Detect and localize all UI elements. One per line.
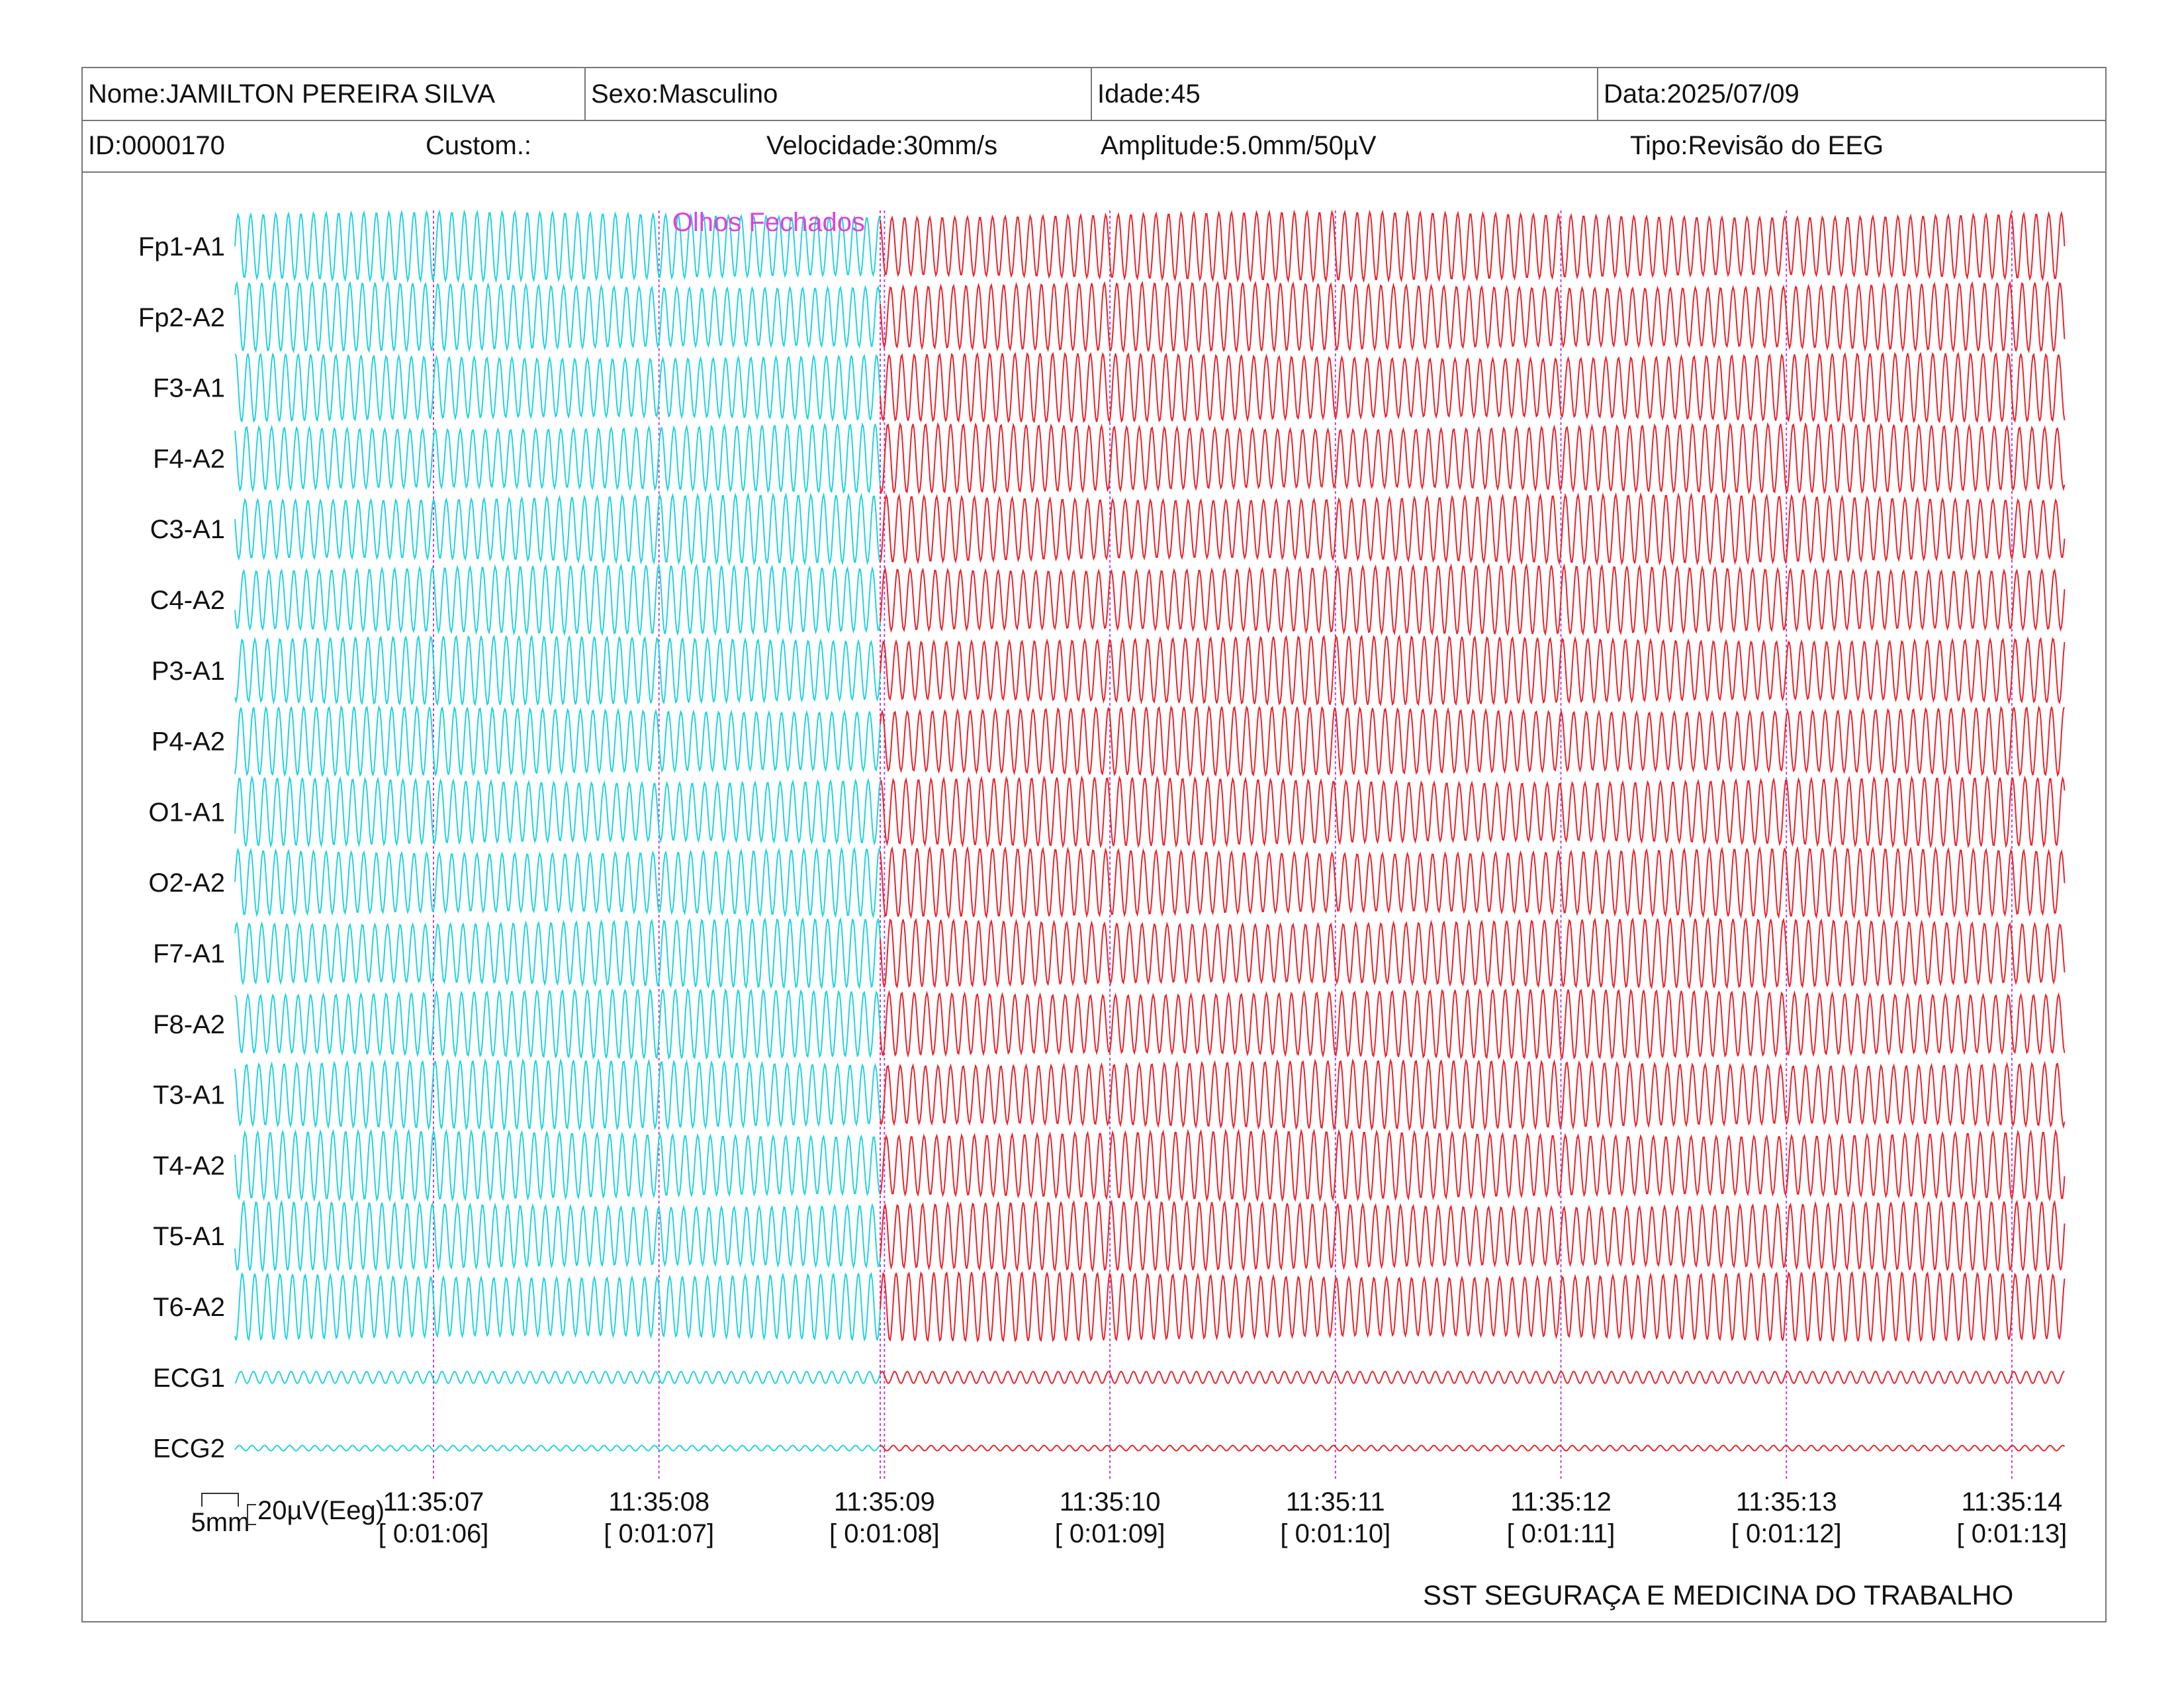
- eeg-trace-pre-event: [234, 352, 881, 424]
- channel-label: P4-A2: [152, 727, 225, 757]
- header-row-exam: ID:0000170 Custom.: Velocidade:30mm/s Am…: [83, 120, 2105, 173]
- eeg-trace-pre-event: [234, 1128, 881, 1203]
- clock-time-label: 11:35:14: [1962, 1487, 2063, 1517]
- eeg-trace-post-event: [880, 422, 2066, 495]
- channel-label: T6-A2: [153, 1293, 225, 1322]
- eeg-trace-post-event: [880, 1128, 2066, 1203]
- amplitude-scale-bracket: [247, 1504, 256, 1525]
- eeg-trace-post-event: [880, 775, 2066, 849]
- channel-label: T5-A1: [153, 1222, 225, 1251]
- eeg-trace-post-event: [880, 1058, 2066, 1131]
- eeg-trace-pre-event: [234, 1058, 881, 1131]
- channel-label: F3-A1: [153, 374, 225, 403]
- channel-label: Fp1-A1: [138, 232, 225, 261]
- channel-label: O1-A1: [148, 798, 225, 827]
- patient-age: Idade:45: [1092, 68, 1598, 120]
- clock-time-label: 11:35:08: [608, 1487, 709, 1517]
- time-scale-label: 5mm: [191, 1508, 250, 1537]
- channel-label: Fp2-A2: [138, 303, 225, 332]
- eeg-trace-pre-event: [234, 705, 881, 778]
- review-type: Tipo:Revisão do EEG: [1630, 131, 1884, 160]
- elapsed-time-label: [ 0:01:12]: [1731, 1519, 1842, 1548]
- eeg-trace-post-event: [880, 1444, 2066, 1452]
- eeg-trace-post-event: [880, 705, 2066, 778]
- clock-time-label: 11:35:07: [383, 1487, 484, 1517]
- eeg-trace-pre-event: [234, 1444, 881, 1452]
- eeg-trace-pre-event: [234, 1272, 881, 1342]
- clock-time-label: 11:35:10: [1060, 1487, 1161, 1517]
- eeg-trace-pre-event: [234, 917, 881, 990]
- channel-label: F8-A2: [153, 1010, 225, 1039]
- clock-time-label: 11:35:09: [834, 1487, 935, 1517]
- event-marker-label: Olhos Fechados: [672, 208, 865, 237]
- elapsed-time-label: [ 0:01:08]: [829, 1519, 940, 1548]
- channel-label: F7-A1: [153, 939, 225, 968]
- eeg-trace-pre-event: [234, 1199, 881, 1273]
- eeg-trace-post-event: [880, 1199, 2066, 1273]
- eeg-trace-pre-event: [234, 775, 881, 849]
- channel-label: C3-A1: [150, 515, 225, 544]
- clinic-footer: SST SEGURAÇA E MEDICINA DO TRABALHO: [1423, 1579, 2014, 1611]
- eeg-trace-pre-event: [234, 988, 881, 1060]
- time-scale-bracket: [201, 1493, 239, 1507]
- channel-label: P3-A1: [152, 657, 225, 686]
- channel-label: ECG1: [153, 1364, 225, 1393]
- report-sheet: Nome:JAMILTON PEREIRA SILVA Sexo:Masculi…: [81, 67, 2107, 1622]
- clock-time-label: 11:35:11: [1286, 1487, 1385, 1517]
- clock-time-label: 11:35:13: [1736, 1487, 1837, 1517]
- eeg-trace-pre-event: [234, 1370, 881, 1385]
- clock-time-label: 11:35:12: [1510, 1487, 1612, 1517]
- eeg-trace-post-event: [880, 280, 2066, 353]
- channel-label: C4-A2: [150, 586, 225, 615]
- elapsed-time-label: [ 0:01:06]: [379, 1519, 489, 1548]
- elapsed-time-label: [ 0:01:13]: [1957, 1519, 2068, 1548]
- eeg-trace-pre-event: [234, 563, 881, 637]
- channel-label: O2-A2: [148, 868, 225, 898]
- eeg-trace-pre-event: [234, 846, 881, 919]
- eeg-trace-pre-event: [234, 280, 881, 353]
- eeg-trace-post-event: [880, 1370, 2065, 1385]
- eeg-trace-post-event: [880, 492, 2066, 566]
- patient-id: ID:0000170: [88, 131, 225, 160]
- elapsed-time-label: [ 0:01:10]: [1280, 1519, 1390, 1548]
- eeg-trace-pre-event: [234, 209, 881, 283]
- eeg-trace-pre-event: [234, 422, 881, 494]
- channel-label: T3-A1: [153, 1081, 225, 1110]
- eeg-trace-post-event: [880, 634, 2066, 707]
- eeg-trace-post-event: [880, 845, 2066, 919]
- eeg-trace-post-event: [880, 352, 2066, 424]
- eeg-trace-post-event: [880, 988, 2066, 1060]
- exam-date: Data:2025/07/09: [1604, 79, 1799, 109]
- elapsed-time-label: [ 0:01:09]: [1055, 1519, 1165, 1548]
- channel-label: ECG2: [153, 1434, 225, 1464]
- eeg-trace-post-event: [880, 209, 2066, 283]
- patient-sex: Sexo:Masculino: [586, 68, 1092, 120]
- paper-speed: Velocidade:30mm/s: [766, 131, 998, 160]
- eeg-trace-pre-event: [234, 492, 881, 566]
- eeg-trace-post-event: [880, 563, 2066, 637]
- eeg-trace-post-event: [880, 917, 2066, 990]
- scale-bar: 5mm 20µV(Eeg): [191, 1493, 385, 1537]
- amplitude-setting: Amplitude:5.0mm/50µV: [1101, 131, 1377, 160]
- header-row-patient: Nome:JAMILTON PEREIRA SILVA Sexo:Masculi…: [83, 68, 2105, 121]
- channel-label: F4-A2: [153, 444, 225, 473]
- eeg-trace-post-event: [880, 1271, 2066, 1342]
- patient-name: Nome:JAMILTON PEREIRA SILVA: [83, 68, 586, 120]
- eeg-trace-pre-event: [234, 634, 881, 707]
- channel-label: T4-A2: [153, 1151, 225, 1180]
- elapsed-time-label: [ 0:01:07]: [604, 1519, 714, 1548]
- amplitude-scale-label: 20µV(Eeg): [257, 1496, 385, 1525]
- elapsed-time-label: [ 0:01:11]: [1507, 1519, 1615, 1548]
- custom-field: Custom.:: [426, 131, 532, 160]
